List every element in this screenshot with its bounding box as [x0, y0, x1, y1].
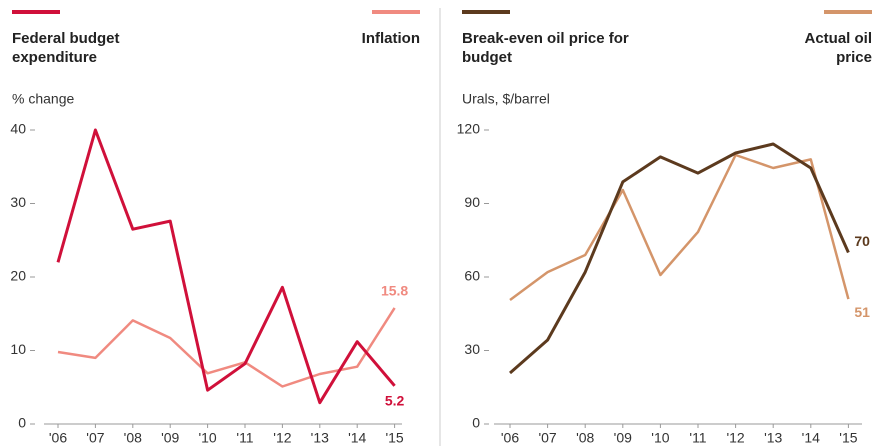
x-tick-label: '08 [576, 430, 594, 446]
x-tick-label: '11 [689, 430, 706, 446]
x-tick-label: '12 [273, 430, 291, 446]
x-tick-label: '15 [839, 430, 857, 446]
series-line [56, 128, 396, 405]
legend-label: Inflation [361, 30, 420, 47]
x-tick-label: '14 [802, 430, 820, 446]
x-tick-label: '13 [311, 430, 329, 446]
legend-swatch [12, 10, 60, 14]
x-tick-label: '12 [726, 430, 744, 446]
x-tick-label: '14 [348, 430, 366, 446]
legend-swatch [824, 10, 872, 14]
y-tick-label: 120 [457, 121, 481, 137]
legend-label: Break-even oil price for budget [462, 30, 629, 66]
y-tick-label: 0 [472, 415, 480, 431]
end-value-label: 15.8 [381, 283, 408, 299]
y-tick-label: 60 [464, 268, 480, 284]
series-line [509, 142, 850, 375]
x-tick-label: '13 [764, 430, 782, 446]
y-axis-label: % change [12, 91, 74, 107]
y-tick-label: 0 [18, 415, 26, 431]
legend-swatch [462, 10, 510, 14]
legend-label: Federal budget expenditure [12, 30, 120, 66]
legend-label: Actual oil price [804, 30, 872, 66]
y-tick-label: 40 [10, 121, 26, 137]
y-tick-label: 30 [464, 341, 480, 357]
x-tick-label: '07 [538, 430, 556, 446]
series-line [509, 153, 850, 302]
x-tick-label: '10 [651, 430, 669, 446]
x-tick-label: '15 [385, 430, 403, 446]
legend-swatch [372, 10, 420, 14]
y-axis-label: Urals, $/barrel [462, 91, 550, 107]
end-value-label: 5.2 [385, 392, 405, 408]
x-tick-label: '09 [614, 430, 632, 446]
x-tick-label: '06 [501, 430, 519, 446]
x-tick-label: '09 [161, 430, 179, 446]
x-tick-label: '11 [236, 430, 253, 446]
end-value-label: 51 [854, 304, 870, 320]
x-tick-label: '10 [198, 430, 216, 446]
x-tick-label: '06 [49, 430, 67, 446]
y-tick-label: 10 [10, 341, 26, 357]
y-tick-label: 20 [10, 268, 26, 284]
x-tick-label: '07 [86, 430, 104, 446]
x-tick-label: '08 [124, 430, 142, 446]
series-line [57, 307, 396, 388]
y-tick-label: 30 [10, 194, 26, 210]
y-tick-label: 90 [464, 194, 480, 210]
end-value-label: 70 [854, 233, 870, 249]
